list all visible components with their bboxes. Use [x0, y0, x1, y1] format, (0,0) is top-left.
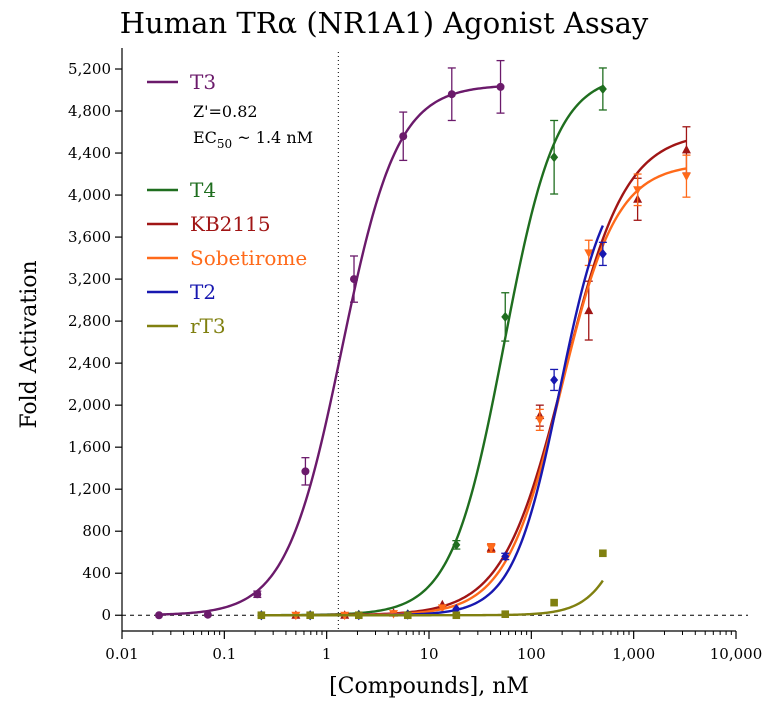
y-tick-label: 800 — [82, 522, 111, 540]
y-tick-label: 3,200 — [68, 270, 111, 288]
series-kb2115 — [261, 126, 691, 619]
series-t3 — [155, 59, 505, 620]
legend-label: T3 — [190, 70, 216, 94]
y-axis-title: Fold Activation — [17, 260, 42, 428]
data-point — [447, 90, 456, 99]
data-point — [550, 152, 559, 163]
data-point — [486, 544, 496, 554]
data-point — [452, 603, 461, 614]
y-tick-label: 4,000 — [68, 186, 111, 204]
data-point — [257, 611, 266, 620]
y-tick-label: 2,000 — [68, 396, 111, 414]
data-point — [350, 275, 359, 284]
data-point — [501, 311, 510, 322]
y-tick-label: 400 — [82, 564, 111, 582]
x-tick-label: 0.01 — [105, 645, 138, 663]
x-tick-label: 10 — [419, 645, 438, 663]
fit-curve — [158, 85, 501, 616]
data-point — [598, 83, 607, 94]
data-point — [301, 467, 310, 476]
y-tick-label: 1,600 — [68, 438, 111, 456]
legend-label: Sobetirome — [190, 246, 307, 270]
y-tick-label: 4,400 — [68, 144, 111, 162]
data-point — [306, 611, 314, 620]
fit-curve — [261, 139, 687, 617]
y-tick-label: 5,200 — [68, 60, 111, 78]
annotation-z-prime: Z'=0.82 — [193, 102, 258, 121]
legend-label: rT3 — [190, 314, 226, 338]
data-point — [253, 590, 262, 599]
data-point — [633, 186, 643, 195]
y-tick-label: 3,600 — [68, 228, 111, 246]
data-point — [452, 539, 461, 550]
x-tick-label: 100 — [517, 645, 546, 663]
data-point — [496, 82, 505, 91]
series-t2 — [257, 225, 607, 621]
data-point — [403, 611, 412, 620]
data-point — [550, 374, 559, 385]
data-point — [155, 611, 164, 620]
data-point — [598, 248, 607, 259]
fit-curve — [261, 579, 604, 617]
y-tick-label: 4,800 — [68, 102, 111, 120]
data-point — [501, 610, 510, 618]
y-tick-label: 2,400 — [68, 354, 111, 372]
data-point — [354, 611, 363, 620]
legend-label: T4 — [190, 178, 216, 202]
data-point — [550, 598, 558, 607]
y-tick-label: 2,800 — [68, 312, 111, 330]
data-point — [584, 249, 594, 258]
data-point — [399, 132, 408, 141]
series-sobetirome — [261, 154, 691, 621]
x-axis-title: [Compounds], nM — [329, 674, 529, 699]
data-point — [203, 610, 212, 619]
y-tick-label: 1,200 — [68, 480, 111, 498]
legend-label: T2 — [190, 280, 216, 304]
data-point — [535, 416, 545, 425]
legend-label: KB2115 — [190, 212, 271, 236]
fit-curve — [261, 167, 687, 617]
data-point — [501, 551, 510, 562]
data-point — [584, 305, 594, 315]
series-rt3 — [257, 549, 607, 620]
chart-title: Human TRα (NR1A1) Agonist Assay — [119, 6, 649, 40]
x-tick-label: 1,000 — [612, 645, 655, 663]
data-point — [681, 144, 691, 154]
x-tick-label: 1 — [322, 645, 332, 663]
y-tick-label: 0 — [101, 606, 111, 624]
data-point — [437, 604, 447, 613]
x-tick-label: 0.1 — [212, 645, 236, 663]
fit-curve — [261, 85, 604, 617]
data-point — [452, 611, 461, 620]
annotation-ec50: EC50 ~ 1.4 nM — [193, 128, 313, 151]
data-point — [599, 549, 607, 558]
data-point — [681, 172, 691, 182]
x-tick-label: 10,000 — [710, 645, 763, 663]
series-t4 — [257, 67, 607, 621]
legend: T3 T4 KB2115 Sobetirome T2 rT3 Z'=0.82 EC50 ~ 1… — [147, 70, 313, 338]
